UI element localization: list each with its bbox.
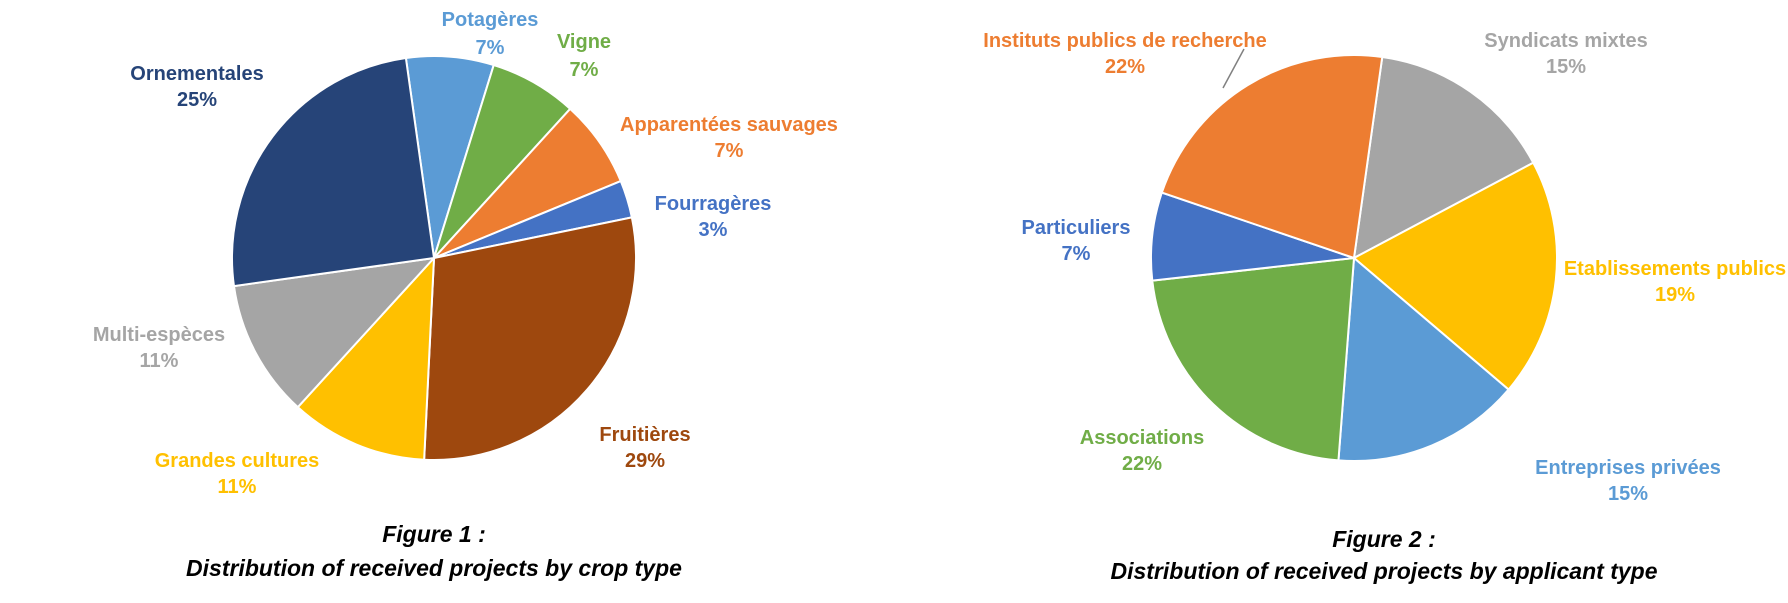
slice-label-vigne: Vigne	[557, 31, 611, 53]
slice-label-fruitieres: Fruitières	[599, 424, 690, 446]
slice-label-syndicats-mixtes: Syndicats mixtes	[1484, 30, 1647, 52]
slice-value-apparentees-sauvages: 7%	[715, 140, 744, 162]
slice-value-multi-especes: 11%	[140, 350, 179, 372]
figure2-caption-title: Figure 2 :	[1332, 526, 1436, 552]
figure1-caption-title: Figure 1 :	[382, 521, 486, 547]
slice-value-vigne: 7%	[570, 59, 599, 81]
pie-slice-associations	[1151, 256, 1356, 462]
slice-value-fourrageres: 3%	[699, 219, 728, 241]
figure1-caption-text: Distribution of received projects by cro…	[186, 555, 682, 581]
slice-label-apparentees-sauvages: Apparentées sauvages	[620, 114, 838, 136]
slice-value-entreprises-privees: 15%	[1608, 483, 1648, 505]
slice-value-instituts-publics-de-recherche: 22%	[1105, 56, 1145, 78]
pie-slice-entreprises-privees	[1337, 255, 1511, 462]
pie-chart-applicant-type: Syndicats mixtes 15% Etablissements public…	[983, 30, 1786, 505]
leader-line-instituts	[1222, 48, 1245, 89]
pie-slice-grandes-cultures	[296, 255, 436, 461]
slice-value-potageres: 7%	[476, 37, 505, 59]
pie-slice-ornementales	[231, 56, 436, 288]
slice-label-grandes-cultures: Grandes cultures	[155, 450, 320, 472]
slice-label-particuliers: Particuliers	[1022, 217, 1131, 239]
slice-label-multi-especes: Multi-espèces	[93, 324, 225, 346]
pie-slice-syndicats-mixtes	[1352, 55, 1535, 260]
slice-value-associations: 22%	[1122, 453, 1162, 475]
slice-label-fourrageres: Fourragères	[655, 193, 772, 215]
slice-label-potageres: Potagères	[442, 9, 539, 31]
slice-label-instituts-publics-de-recherche: Instituts publics de recherche	[983, 30, 1266, 52]
slice-value-fruitieres: 29%	[625, 450, 665, 472]
slice-value-grandes-cultures: 11%	[218, 476, 257, 498]
slice-value-etablissements-publics: 19%	[1655, 284, 1695, 306]
slice-label-associations: Associations	[1080, 427, 1204, 449]
pie-chart-crop-type: Potagères 7% Vigne 7% Apparentées sauvages 7%…	[93, 9, 838, 498]
slice-value-ornementales: 25%	[177, 89, 217, 111]
slice-value-syndicats-mixtes: 15%	[1546, 56, 1586, 78]
pie-slice-instituts-publics-de-recherche	[1160, 54, 1384, 260]
slice-label-ornementales: Ornementales	[130, 63, 263, 85]
pie-slice-multi-especes	[232, 256, 437, 409]
pie-slice-fruitieres	[423, 216, 637, 461]
slice-value-particuliers: 7%	[1062, 243, 1091, 265]
figure2-caption-text: Distribution of received projects by app…	[1110, 558, 1657, 584]
slice-label-entreprises-privees: Entreprises privées	[1535, 457, 1721, 479]
pie-slice-etablissements-publics	[1352, 161, 1558, 391]
slice-label-etablissements-publics: Etablissements publics	[1564, 258, 1786, 280]
